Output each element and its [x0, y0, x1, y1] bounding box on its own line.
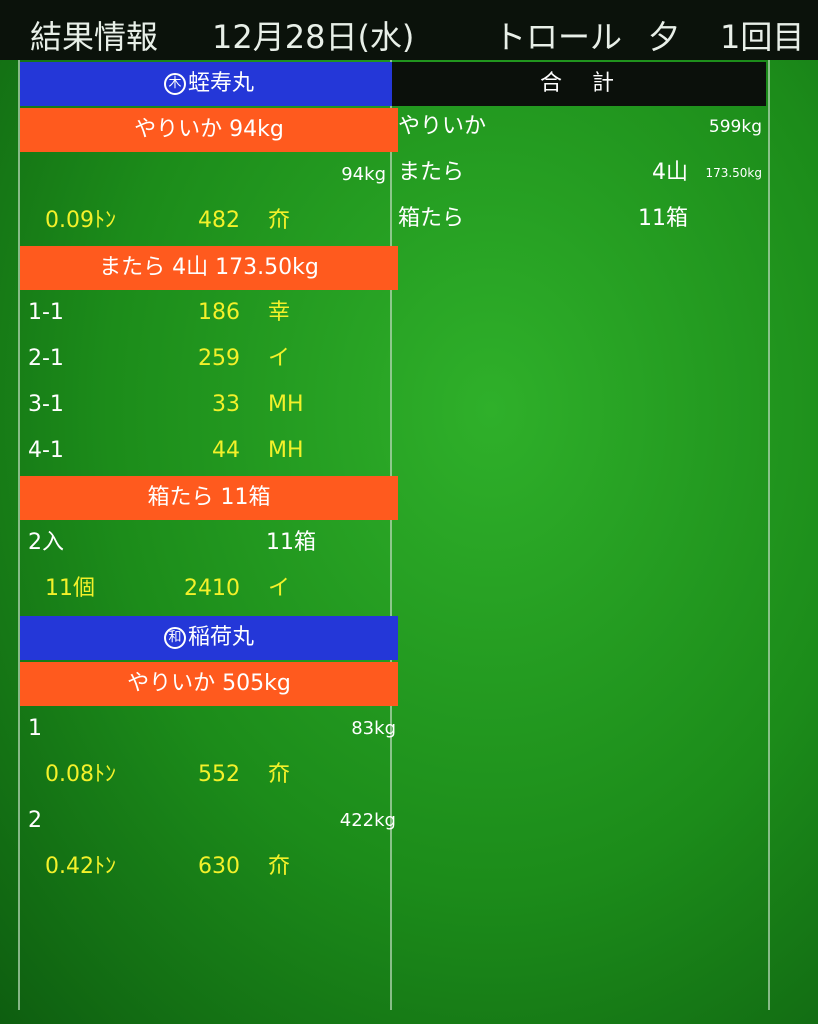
section-header: またら 4山 173.50kg — [20, 246, 398, 290]
lot: 3-1 — [28, 392, 64, 417]
price: 630 — [198, 854, 240, 879]
header-text: 12月28日(水) — [212, 18, 415, 56]
market-mark: 夼 — [268, 854, 291, 879]
ship-header: 木蛭寿丸 — [20, 62, 398, 106]
price: 2410 — [184, 576, 240, 601]
header-text: 結果情報 — [30, 18, 159, 56]
ship-header: 和稲荷丸 — [20, 616, 398, 660]
section-header: やりいか 505kg — [20, 662, 398, 706]
market-mark: 幸 — [268, 300, 291, 325]
tons: 0.08ﾄﾝ — [45, 762, 116, 787]
lot: 1-1 — [28, 300, 64, 325]
header-text: 1回目 — [720, 18, 805, 56]
market-mark: MH — [268, 438, 304, 463]
divider — [390, 60, 392, 1010]
divider — [18, 60, 20, 1010]
market-mark: MH — [268, 392, 304, 417]
amount: 422kg — [339, 810, 396, 831]
market-mark: イ — [268, 346, 291, 371]
totals-header: 合 計 — [392, 62, 766, 106]
section-header: やりいか 94kg — [20, 108, 398, 152]
lot: 箱たら — [398, 206, 465, 231]
ship-name: 稲荷丸 — [187, 625, 254, 650]
price: 33 — [212, 392, 240, 417]
lot: 2-1 — [28, 346, 64, 371]
tons: 11個 — [45, 576, 95, 601]
market-mark: 夼 — [268, 762, 291, 787]
price: 186 — [198, 300, 240, 325]
price: 552 — [198, 762, 240, 787]
lot: 1 — [28, 716, 42, 741]
divider — [768, 60, 770, 1010]
ship-mark: 和 — [163, 627, 186, 649]
tons: 0.42ﾄﾝ — [45, 854, 116, 879]
count: 11箱 — [266, 530, 316, 555]
ship-name: 蛭寿丸 — [187, 71, 254, 96]
count: 11箱 — [638, 206, 688, 231]
price: 44 — [212, 438, 240, 463]
header-text: 夕 — [648, 18, 681, 56]
price: 482 — [198, 208, 240, 233]
count: 4山 — [652, 160, 688, 185]
market-mark: 夼 — [268, 208, 291, 233]
lot: 4-1 — [28, 438, 64, 463]
lot: またら — [398, 160, 465, 185]
amount: 173.50kg — [705, 166, 762, 180]
amount: 83kg — [351, 718, 396, 739]
header-text: トロール — [494, 18, 623, 56]
header-bar — [0, 0, 818, 60]
market-mark: イ — [268, 576, 291, 601]
section-header: 箱たら 11箱 — [20, 476, 398, 520]
tons: 0.09ﾄﾝ — [45, 208, 116, 233]
lot: 2入 — [28, 530, 64, 555]
amount: 599kg — [708, 117, 762, 137]
lot: 2 — [28, 808, 42, 833]
amount: 94kg — [341, 164, 386, 185]
lot: やりいか — [398, 114, 487, 139]
ship-mark: 木 — [163, 73, 186, 95]
price: 259 — [198, 346, 240, 371]
